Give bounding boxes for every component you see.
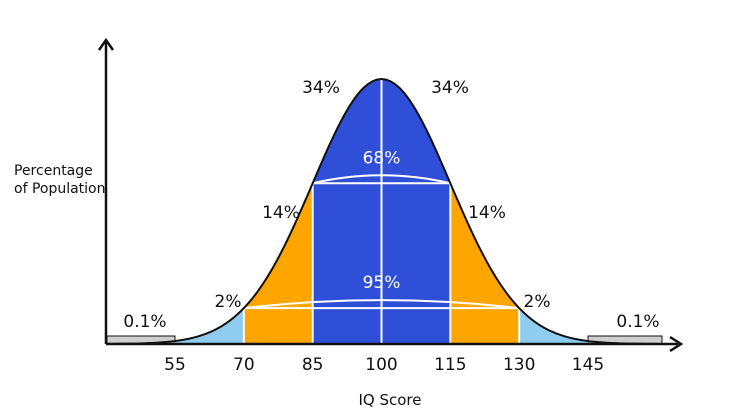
x-tick-label-55: 55 xyxy=(164,355,186,375)
y-axis-title-line-2: of Population xyxy=(14,181,106,197)
x-axis-arrow xyxy=(669,335,684,353)
x-tick-label-70: 70 xyxy=(233,355,255,375)
y-axis-arrow xyxy=(97,37,115,51)
x-tick-label-85: 85 xyxy=(302,355,324,375)
band-label-100-115: 34% xyxy=(431,78,469,98)
range-label-0: 68% xyxy=(363,148,401,168)
band-label-130-145: 2% xyxy=(524,292,551,312)
bell-curve-line xyxy=(106,77,657,345)
x-tick-label-145: 145 xyxy=(572,355,604,375)
tail-label-right: 0.1% xyxy=(616,312,659,332)
x-tick-label-130: 130 xyxy=(503,355,535,375)
tail-label-left: 0.1% xyxy=(123,312,166,332)
band-85-100 xyxy=(312,79,382,344)
band-label-115-130: 14% xyxy=(468,203,506,223)
band-label-70-85: 14% xyxy=(262,203,300,223)
range-arc-1 xyxy=(243,299,520,310)
range-label-1: 95% xyxy=(363,273,401,293)
band-100-115 xyxy=(381,79,451,344)
band-130-145 xyxy=(519,308,588,344)
x-tick-label-115: 115 xyxy=(434,355,466,375)
range-arc-0 xyxy=(312,174,451,185)
x-tick-label-100: 100 xyxy=(365,355,397,375)
x-axis-title: IQ Score xyxy=(358,391,421,409)
band-label-85-100: 34% xyxy=(302,78,340,98)
y-axis-title-line-1: Percentage xyxy=(14,163,93,179)
band-55-70 xyxy=(175,308,244,344)
band-label-55-70: 2% xyxy=(215,292,242,312)
